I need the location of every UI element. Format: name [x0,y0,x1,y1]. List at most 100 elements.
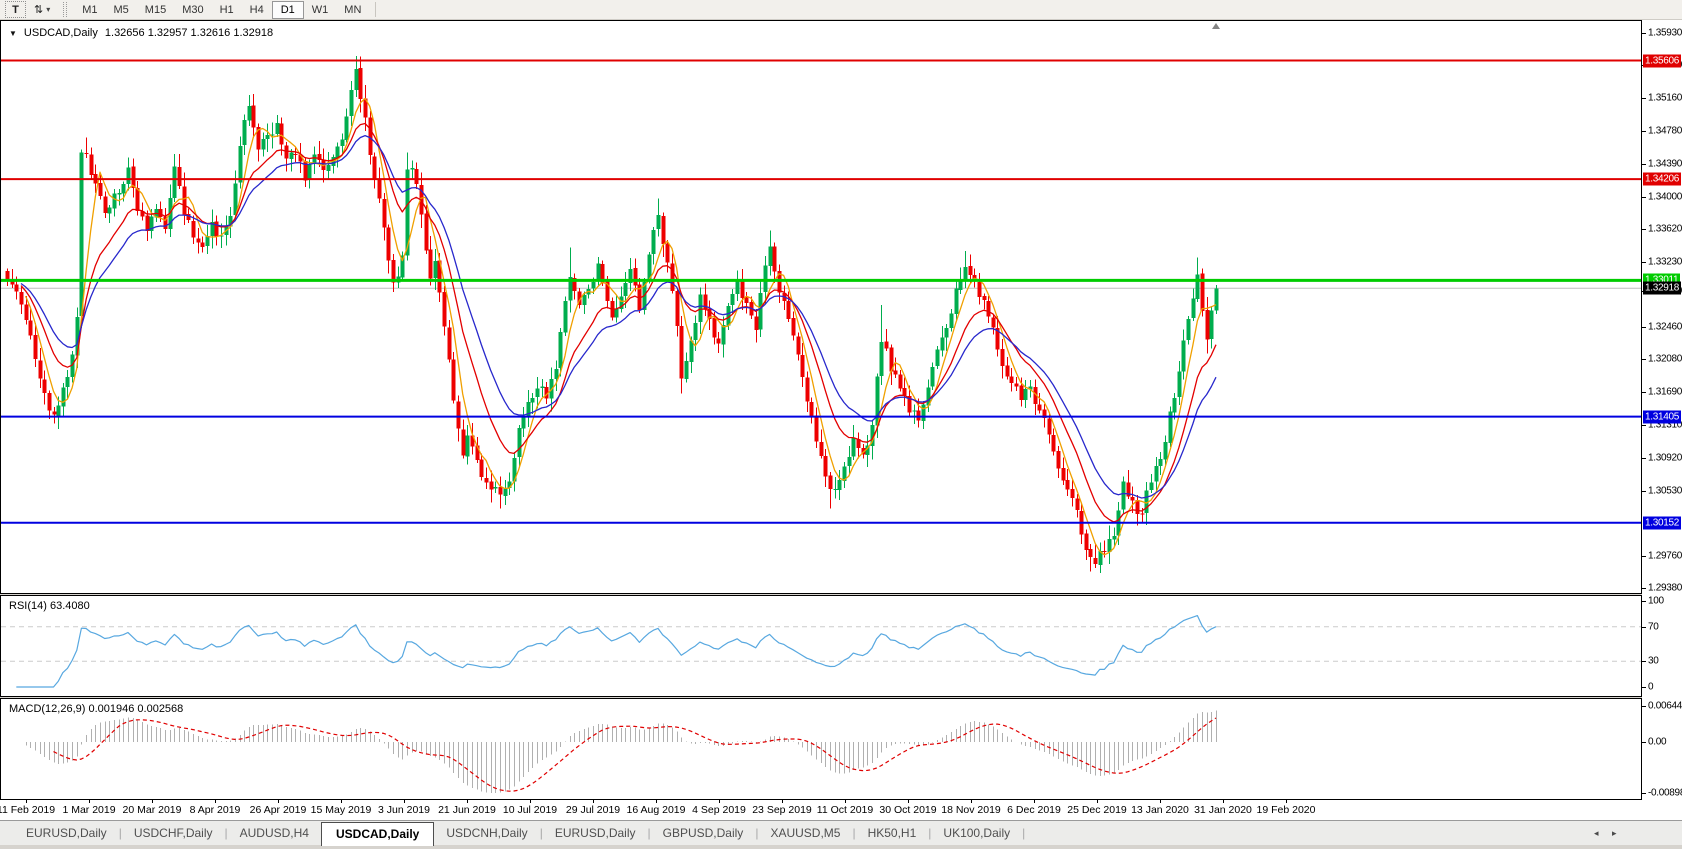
chart-tab-eurusd-daily[interactable]: EURUSD,Daily [26,826,107,840]
date-axis-tick [89,800,90,803]
date-axis-tick [152,800,153,803]
date-axis-tick [530,800,531,803]
date-axis-label: 20 Mar 2019 [122,804,182,816]
chart-tab-usdcad-daily[interactable]: USDCAD,Daily [320,821,435,846]
date-axis-tick [845,800,846,803]
price-axis-label: 1.33620 [1648,223,1682,235]
chart-symbol-period: USDCAD,Daily [23,27,98,39]
price-axis-tick [1642,130,1646,132]
price-level-badge: 1.31405 [1643,410,1682,424]
timeframe-button-group: M1 M5 M15 M30 H1 H4 D1 W1 MN [74,0,369,19]
price-axis-label: 1.33230 [1648,256,1682,268]
tab-separator: | [118,826,122,840]
macd-axis-tick [1642,705,1646,707]
rsi-axis-label: 100 [1648,595,1664,607]
date-axis-tick [656,800,657,803]
dropdown-caret-icon: ▾ [46,5,51,14]
date-axis-tick [1034,800,1035,803]
tab-separator: | [928,826,932,840]
date-axis-label: 30 Oct 2019 [879,804,937,816]
rsi-axis-tick [1642,687,1646,688]
tab-scroll-right-icon[interactable]: ▸ [1612,828,1617,838]
macd-indicator-label: MACD(12,26,9) 0.001946 0.002568 [9,703,184,715]
chart-tab-usdchf-daily[interactable]: USDCHF,Daily [133,826,213,840]
rsi-indicator-panel[interactable]: RSI(14) 63.4080 [0,595,1642,697]
tab-separator: | [539,826,543,840]
macd-axis-tick [1642,792,1646,794]
date-axis-tick [1223,800,1224,803]
date-axis-tick [908,800,909,803]
price-level-badge: 1.34206 [1643,172,1682,186]
date-axis-label: 25 Dec 2019 [1067,804,1127,816]
date-axis[interactable]: 11 Feb 2019 1 Mar 2019 20 Mar 2019 8 Apr 20… [0,800,1642,820]
candlestick-chart[interactable] [1,21,1641,593]
price-axis-tick [1642,228,1646,230]
rsi-axis-label: 70 [1648,621,1659,633]
date-axis-label: 1 Mar 2019 [62,804,116,816]
price-axis-tick [1642,98,1646,100]
date-axis-tick [26,800,27,803]
date-axis-label: 26 Apr 2019 [249,804,307,816]
price-axis-tick [1642,556,1646,557]
main-price-chart-panel[interactable]: ▼ USDCAD,Daily 1.32656 1.32957 1.32616 1… [0,20,1642,594]
date-axis-tick [1160,800,1161,803]
chart-tab-eurusd-daily[interactable]: EURUSD,Daily [554,826,636,840]
timeframe-button-w1[interactable]: W1 [311,3,329,16]
date-axis-label: 8 Apr 2019 [189,804,241,816]
text-label-tool-button[interactable]: T [5,1,26,18]
rsi-axis-tick [1642,626,1646,628]
timeframe-button-m15[interactable]: M15 [144,3,167,16]
rsi-axis-tick [1642,601,1646,602]
rsi-plot[interactable] [1,596,1641,696]
price-axis-label: 1.32460 [1648,321,1682,333]
date-axis-label: 31 Jan 2020 [1194,804,1252,816]
tab-separator: | [647,826,651,840]
date-axis-label: 4 Sep 2019 [692,804,746,816]
timeframe-button-d1[interactable]: D1 [271,0,304,19]
collapse-arrow-icon[interactable]: ▼ [9,28,17,38]
chart-shift-marker [1212,23,1220,29]
chart-tab-audusd-h4[interactable]: AUDUSD,H4 [239,826,309,840]
rsi-axis-label: 0 [1648,681,1654,693]
chart-tab-xauusd-m5[interactable]: XAUUSD,M5 [770,826,841,840]
chart-tab-gbpusd-daily[interactable]: GBPUSD,Daily [662,826,744,840]
price-axis-tick [1642,588,1646,590]
price-axis-label: 1.29760 [1648,550,1682,562]
price-axis-tick [1642,424,1646,426]
date-axis-tick [467,800,468,803]
date-axis-label: 21 Jun 2019 [438,804,496,816]
cursor-tool-button[interactable]: ⇅ ▾ [30,1,54,18]
chart-tab-hk50-h1[interactable]: HK50,H1 [867,826,917,840]
date-axis-tick [215,800,216,803]
macd-axis-tick [1642,742,1646,743]
date-axis-tick [782,800,783,803]
current-price-badge: 1.32918 [1643,281,1682,295]
date-axis-tick [341,800,342,803]
timeframe-button-m30[interactable]: M30 [182,3,204,16]
date-axis-label: 18 Nov 2019 [941,804,1001,816]
price-axis-tick [1642,392,1646,394]
date-axis-tick [971,800,972,803]
timeframe-button-h1[interactable]: H1 [219,3,234,16]
date-axis-tick [593,800,594,803]
date-axis-label: 3 Jun 2019 [378,804,430,816]
price-axis[interactable]: 1.359301.355501.351601.347801.343901.340… [1642,20,1682,820]
tab-separator: | [224,826,228,840]
date-axis-tick [278,800,279,803]
macd-plot[interactable] [1,699,1641,799]
timeframe-button-m5[interactable]: M5 [113,3,129,16]
price-axis-tick [1642,327,1646,329]
timeframe-button-mn[interactable]: MN [344,3,362,16]
chart-tab-usdcnh-daily[interactable]: USDCNH,Daily [446,826,528,840]
date-axis-label: 29 Jul 2019 [565,804,621,816]
chart-ohlc-quote: 1.32656 1.32957 1.32616 1.32918 [104,27,274,39]
price-axis-label: 1.32080 [1648,353,1682,365]
timeframe-button-h4[interactable]: H4 [249,3,264,16]
macd-indicator-panel[interactable]: MACD(12,26,9) 0.001946 0.002568 [0,698,1642,800]
tab-separator: | [1022,826,1026,840]
tab-scroll-left-icon[interactable]: ◂ [1594,828,1599,838]
timeframe-button-m1[interactable]: M1 [82,3,98,16]
chart-tab-uk100-daily[interactable]: UK100,Daily [943,826,1011,840]
price-axis-label: 1.30920 [1648,452,1682,464]
date-axis-label: 23 Sep 2019 [752,804,812,816]
